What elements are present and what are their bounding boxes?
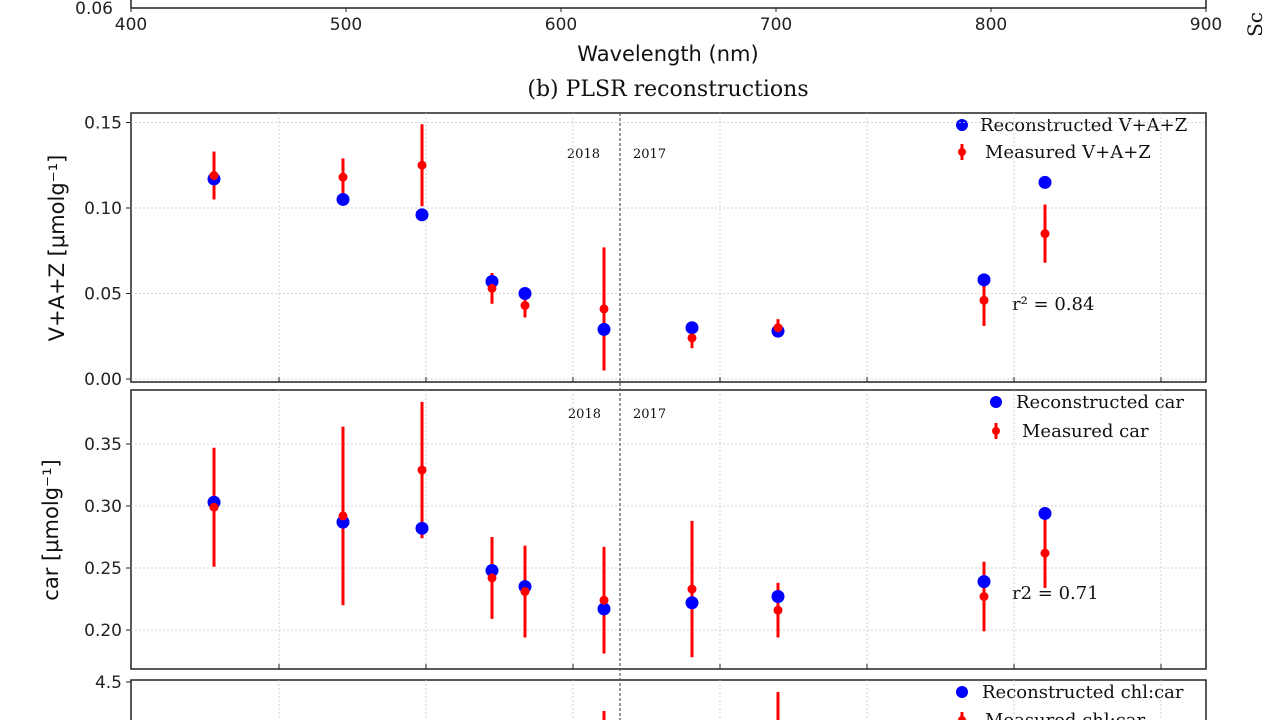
ytick-label: 0.20 [84, 621, 122, 641]
measured-point [687, 584, 697, 594]
grid [131, 390, 1206, 669]
car-legend: Reconstructed car Measured car [990, 392, 1184, 442]
r2-annotation: r² = 0.84 [1012, 294, 1094, 315]
legend-reconstructed-marker [990, 396, 1002, 408]
ytick-label: 0.05 [84, 285, 122, 305]
measured-point [338, 511, 348, 521]
ytick-label: 0.10 [84, 199, 122, 219]
chlcar-legend: Reconstructed chl:car Measured chl:car [956, 682, 1184, 720]
reconstructed-point [977, 273, 991, 287]
reconstructed-point [685, 596, 699, 610]
legend-measured-label: Measured chl:car [985, 710, 1145, 720]
reconstructed-point [336, 192, 350, 206]
ytick-label: 0.15 [84, 114, 122, 134]
reconstructed-point [415, 208, 429, 222]
reconstructed-point [977, 575, 991, 589]
figure-title: (b) PLSR reconstructions [527, 77, 808, 102]
legend-reconstructed-label: Reconstructed V+A+Z [980, 115, 1187, 136]
measured-point [599, 304, 609, 314]
legend-reconstructed-marker [956, 119, 968, 131]
measured-point [687, 333, 697, 343]
chlcar-panel: Reconstructed chl:car Measured chl:car 4… [95, 673, 1207, 720]
measured-point [1040, 548, 1050, 558]
ytick-label: 0.25 [84, 559, 122, 579]
measured-point [520, 587, 530, 597]
year-label-2018: 2018 [568, 407, 601, 422]
reconstructed-point [518, 287, 532, 300]
grid [278, 680, 1162, 720]
data-marks [207, 401, 1052, 658]
top-xtick-label: 400 [115, 15, 147, 35]
measured-point [1040, 229, 1050, 239]
chlcar-panel-frame [130, 679, 1207, 720]
top-xtick-label: 800 [975, 15, 1007, 35]
reconstructed-point [485, 563, 499, 577]
ytick-label: 0.35 [84, 435, 122, 455]
ytick-label: 4.5 [95, 673, 122, 693]
vaz-panel: V+A+Z [μmolg⁻¹] 2018 2017 Reconstructed … [45, 112, 1207, 390]
top-xtick-label: 700 [760, 15, 792, 35]
reconstructed-point [597, 322, 611, 336]
measured-point [979, 295, 989, 305]
measured-point [417, 160, 427, 170]
legend-measured-label: Measured V+A+Z [985, 142, 1151, 163]
measured-point [487, 283, 497, 293]
top-ytick-label: 0.06 [75, 0, 113, 19]
top-xtick-label: 900 [1190, 15, 1222, 35]
reconstructed-point [685, 321, 699, 335]
measured-point [209, 502, 219, 512]
legend-measured-label: Measured car [1022, 421, 1149, 442]
vaz-ylabel: V+A+Z [μmolg⁻¹] [45, 155, 69, 342]
r2-annotation: r2 = 0.71 [1012, 583, 1099, 604]
reconstructed-point [485, 275, 499, 289]
vaz-legend: Reconstructed V+A+Z Measured V+A+Z [956, 115, 1187, 163]
measured-point [979, 592, 989, 602]
top-right-label-fragment: Sc [1243, 12, 1267, 37]
car-ylabel: car [μmolg⁻¹] [39, 459, 63, 600]
data-marks [207, 124, 1052, 371]
legend-measured-marker [958, 148, 966, 156]
ytick-label: 0.30 [84, 497, 122, 517]
top-panel-frame [130, 0, 1207, 9]
top-panel: 0.06 400 500 600 700 800 900 Wavelength (nm) … [75, 0, 1267, 66]
legend-reconstructed-marker [956, 686, 968, 698]
vaz-panel-frame [130, 112, 1207, 383]
measured-point [487, 573, 497, 583]
year-label-2018: 2018 [567, 147, 600, 162]
top-xtick-label: 500 [330, 15, 362, 35]
car-panel-frame [130, 389, 1207, 670]
reconstructed-point [771, 590, 785, 604]
car-panel: car [μmolg⁻¹] 2018 2017 Reconstructed ca… [39, 389, 1207, 670]
measured-point [209, 171, 219, 181]
measured-point [338, 172, 348, 182]
ytick-label: 0.00 [84, 370, 122, 390]
legend-measured-marker [992, 427, 1000, 435]
year-label-2017: 2017 [633, 147, 666, 162]
measured-point [417, 465, 427, 475]
measured-point [773, 605, 783, 615]
measured-point [773, 323, 783, 333]
legend-reconstructed-label: Reconstructed chl:car [982, 682, 1184, 703]
top-xtick-label: 600 [545, 15, 577, 35]
measured-point [520, 300, 530, 310]
legend-measured-marker [958, 716, 966, 720]
reconstructed-point [597, 602, 611, 616]
reconstructed-point [415, 521, 429, 535]
top-xlabel: Wavelength (nm) [577, 42, 758, 66]
grid [131, 113, 1206, 382]
legend-reconstructed-label: Reconstructed car [1016, 392, 1184, 413]
reconstructed-point [1038, 175, 1052, 189]
year-label-2017: 2017 [633, 407, 666, 422]
measured-point [599, 595, 609, 605]
reconstructed-point [1038, 506, 1052, 520]
